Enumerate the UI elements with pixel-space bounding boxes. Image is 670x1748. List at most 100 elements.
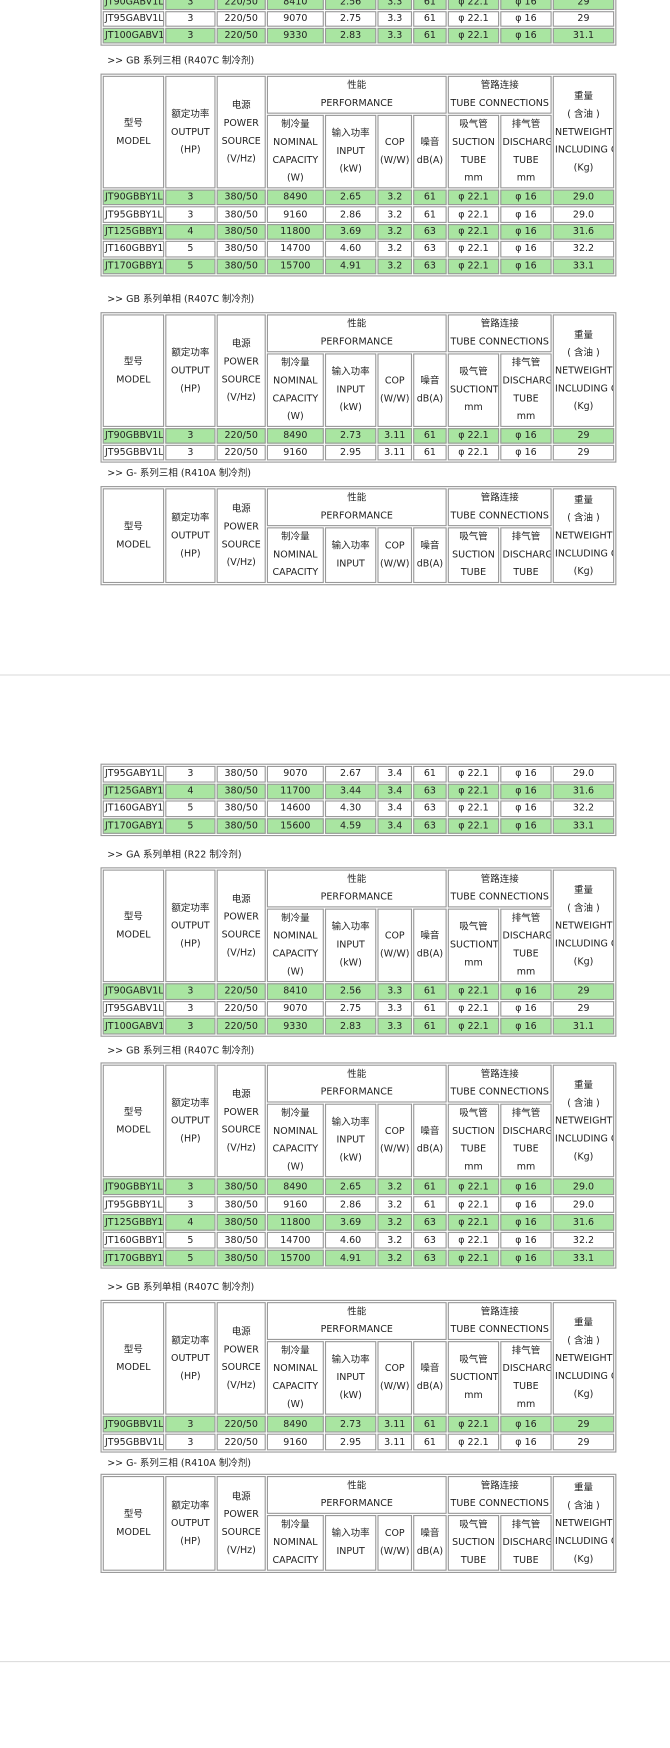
- header-text: 输入功率: [331, 921, 370, 934]
- data-cell: φ 22.1: [447, 1415, 500, 1433]
- header-text: 制冷量: [281, 1519, 310, 1531]
- data-cell: JT170GBBY1L: [102, 258, 165, 275]
- header-text: CAPACITY: [272, 567, 319, 579]
- data-cell: φ 16: [500, 817, 552, 834]
- data-row: JT90GBBV1L 3 220/50 8490 2.73 3.11 61 φ 22.1 φ 1…: [102, 1415, 615, 1433]
- header-cell: 性能 PERFORMANCE: [266, 314, 447, 353]
- header-cell: 管路连接 TUBE CONNECTIONS: [447, 1475, 552, 1514]
- header-text: 重量: [573, 1482, 593, 1494]
- header-text: CAPACITY: [272, 1143, 319, 1155]
- data-cell: φ 22.1: [447, 206, 500, 223]
- header-cell: 制冷量 NOMINAL CAPACITY (W): [266, 1341, 324, 1415]
- data-cell: 3.2: [377, 189, 413, 206]
- header-text: NOMINAL: [273, 375, 318, 387]
- header-text: dB(A): [416, 154, 444, 167]
- header-text: INCLUDING OIL: [555, 547, 613, 560]
- data-cell: 29.0: [552, 206, 615, 223]
- header-text: MODEL: [116, 929, 151, 941]
- header-text: DISCHARGE: [502, 1363, 551, 1375]
- data-cell: φ 22.1: [447, 428, 500, 444]
- header-text: (V/Hz): [226, 947, 256, 959]
- data-cell: 3.3: [377, 27, 413, 44]
- header-text: mm: [516, 966, 536, 978]
- header-text: 制冷量: [281, 357, 310, 369]
- header-cell: COP (W/W): [377, 527, 413, 584]
- header-text: COP: [384, 137, 405, 149]
- data-cell: 3: [165, 206, 216, 223]
- header-text: 电源: [231, 1326, 251, 1338]
- header-text: mm: [464, 1161, 483, 1173]
- header-text: NETWEIGHT: [555, 365, 613, 377]
- header-text: TUBE: [513, 1555, 539, 1567]
- spec-table: JT90GABV1L 3 220/50 8410 2.56 3.3 61 φ 22.1 φ 16…: [100, 0, 617, 46]
- data-cell: φ 16: [500, 1433, 552, 1451]
- header-text: (V/Hz): [226, 1379, 256, 1391]
- header-cell: 噪音 dB(A): [413, 1103, 447, 1178]
- data-cell: 63: [413, 783, 447, 800]
- data-cell: φ 22.1: [447, 27, 500, 44]
- data-cell: φ 16: [500, 428, 552, 444]
- data-cell: 4.59: [324, 817, 377, 834]
- header-text: (Kg): [573, 565, 594, 577]
- header-text: 型号: [123, 1343, 143, 1356]
- header-text: 噪音: [420, 1125, 440, 1138]
- header-text: (Kg): [573, 1388, 594, 1400]
- header-text: (HP): [180, 1535, 201, 1547]
- header-cell: 重量 ( 含油 ) NETWEIGHT INCLUDING OIL (Kg): [552, 1064, 615, 1178]
- header-text: NETWEIGHT: [555, 1517, 613, 1529]
- header-cell: 电源 POWER SOURCE (V/Hz): [216, 1475, 266, 1571]
- header-cell: 性能 PERFORMANCE: [266, 488, 447, 527]
- header-text: POWER: [223, 356, 259, 368]
- data-cell: 61: [413, 983, 447, 1000]
- header-text: 重量: [573, 884, 593, 896]
- header-cell: 噪音 dB(A): [413, 527, 447, 584]
- header-text: CAPACITY: [272, 1381, 319, 1393]
- data-row: JT160GBBY1L 5 380/50 14700 4.60 3.2 63 φ 22.1 φ …: [102, 1231, 615, 1249]
- header-text: 制冷量: [281, 1108, 310, 1120]
- data-cell: 3: [165, 1433, 216, 1451]
- header-text: INPUT: [336, 146, 365, 158]
- header-text: 吸气管: [459, 119, 488, 131]
- data-cell: 380/50: [216, 800, 266, 817]
- data-cell: φ 16: [500, 1415, 552, 1433]
- data-cell: 29.0: [552, 189, 615, 206]
- header-cell: 管路连接 TUBE CONNECTIONS: [447, 488, 552, 527]
- table-body: 型号 MODEL 额定功率 OUTPUT (HP) 电源 POWER SOURCE (V/Hz)…: [102, 1064, 615, 1267]
- header-cell: 型号 MODEL: [102, 1302, 165, 1415]
- header-text: 管路连接: [480, 1480, 519, 1492]
- data-cell: 29: [552, 983, 615, 1000]
- data-cell: 2.56: [324, 0, 377, 11]
- header-text: TUBE: [513, 567, 539, 579]
- header-text: 额定功率: [171, 1499, 210, 1512]
- header-cell: 重量 ( 含油 ) NETWEIGHT INCLUDING OIL (Kg): [552, 1475, 615, 1571]
- header-cell: 排气管 DISCHARGE TUBE mm: [500, 353, 552, 427]
- header-cell: 额定功率 OUTPUT (HP): [165, 314, 216, 427]
- header-text: (W): [286, 172, 304, 184]
- header-text: 吸气管: [459, 531, 488, 543]
- data-cell: 9070: [266, 11, 324, 27]
- header-text: (HP): [180, 1133, 201, 1145]
- header-text: OUTPUT: [171, 365, 210, 377]
- header-text: NOMINAL: [273, 137, 318, 149]
- header-text: 管路连接: [480, 1306, 519, 1318]
- data-cell: JT95GABY1L: [102, 765, 165, 783]
- data-cell: 29.0: [552, 1196, 615, 1213]
- data-cell: 29: [552, 11, 615, 27]
- header-text: NETWEIGHT: [555, 920, 613, 932]
- header-text: 额定功率: [171, 108, 210, 120]
- header-text: POWER: [223, 1343, 259, 1356]
- data-cell: JT95GBBV1L: [102, 1433, 165, 1451]
- header-text: CAPACITY: [272, 1555, 319, 1567]
- data-cell: 2.73: [324, 1415, 377, 1433]
- header-text: 排气管: [511, 1108, 541, 1120]
- data-cell: φ 22.1: [447, 1433, 500, 1451]
- header-text: TUBE: [513, 1381, 539, 1393]
- data-cell: 2.83: [324, 1018, 377, 1035]
- header-text: dB(A): [416, 1381, 444, 1393]
- data-cell: 3.3: [377, 11, 413, 27]
- header-text: SUCTION: [452, 137, 495, 149]
- data-cell: φ 16: [500, 11, 552, 27]
- data-cell: 31.1: [552, 1018, 615, 1035]
